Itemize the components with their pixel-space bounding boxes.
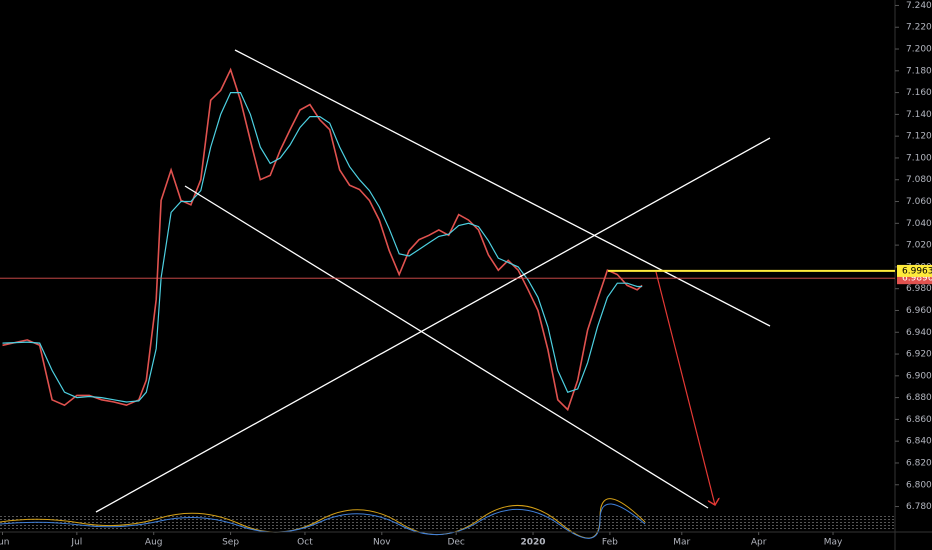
y-tick-label: 6.98000 xyxy=(906,284,932,294)
y-tick-label: 6.94000 xyxy=(906,328,932,338)
y-tick-label: 7.14000 xyxy=(906,110,932,120)
x-tick-label: Nov xyxy=(373,538,391,548)
price-label: 6.98964 xyxy=(902,274,932,284)
x-tick-label: Feb xyxy=(602,538,618,548)
y-tick-label: 6.92000 xyxy=(906,350,932,360)
x-tick-label: Jun xyxy=(0,538,10,548)
y-tick-label: 6.90000 xyxy=(906,371,932,381)
series-line xyxy=(2,92,643,403)
y-tick-label: 6.82000 xyxy=(906,458,932,468)
y-tick-label: 7.06000 xyxy=(906,197,932,207)
indicator-pane xyxy=(0,514,895,531)
y-tick-label: 7.24000 xyxy=(906,1,932,11)
y-tick-label: 6.84000 xyxy=(906,437,932,447)
y-tick-label: 7.16000 xyxy=(906,88,932,98)
y-tick-label: 7.10000 xyxy=(906,153,932,163)
y-tick-label: 7.04000 xyxy=(906,219,932,229)
forecast-arrow xyxy=(655,271,715,505)
drawings xyxy=(95,49,771,513)
x-tick-label: Jul xyxy=(70,538,82,548)
x-tick-label: Dec xyxy=(447,538,464,548)
series-line xyxy=(2,67,643,412)
x-tick-label: 2020 xyxy=(521,538,546,548)
x-tick-label: Sep xyxy=(222,538,239,548)
y-tick-label: 7.20000 xyxy=(906,45,932,55)
y-tick-label: 6.78000 xyxy=(906,502,932,512)
y-tick-label: 7.22000 xyxy=(906,23,932,33)
y-tick-label: 6.80000 xyxy=(906,480,932,490)
trend-line xyxy=(184,185,709,509)
indicator-line xyxy=(0,503,646,539)
y-tick-label: 7.12000 xyxy=(906,132,932,142)
y-tick-label: 7.18000 xyxy=(906,66,932,76)
trend-line xyxy=(95,137,771,513)
x-tick-label: Aug xyxy=(145,538,163,548)
x-tick-label: Mar xyxy=(673,538,690,548)
x-tick-label: Apr xyxy=(751,538,767,548)
x-tick-label: Oct xyxy=(297,538,313,548)
y-tick-label: 6.96000 xyxy=(906,306,932,316)
plot-area xyxy=(2,67,643,412)
price-label-box xyxy=(897,264,932,277)
y-tick-label: 7.08000 xyxy=(906,175,932,185)
x-tick-label: May xyxy=(824,538,843,548)
y-tick-label: 7.02000 xyxy=(906,241,932,251)
price-label: 6.99631 xyxy=(902,266,932,276)
y-tick-label: 6.88000 xyxy=(906,393,932,403)
y-tick-label: 6.86000 xyxy=(906,415,932,425)
trend-line xyxy=(234,49,771,327)
